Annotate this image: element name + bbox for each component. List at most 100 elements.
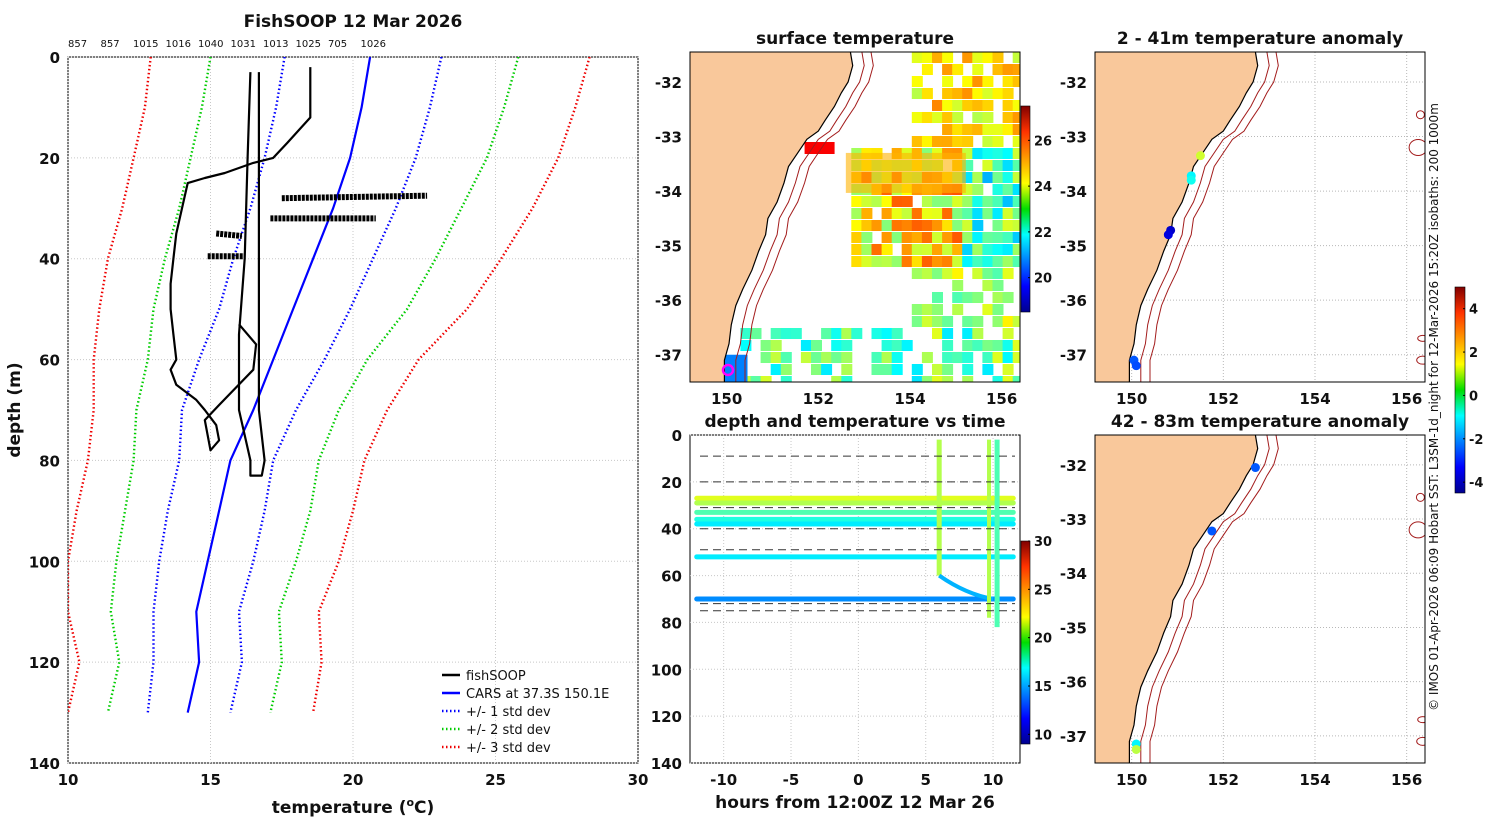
- colorbar-tick-label: 24: [1034, 180, 1052, 195]
- sst-cell: [972, 124, 984, 135]
- depth-bin-count: 1026: [361, 39, 386, 50]
- seamount-isobath: [1417, 716, 1425, 724]
- sst-cell: [1002, 88, 1014, 99]
- sst-cell: [881, 328, 893, 339]
- sst-cell: [901, 220, 913, 231]
- sst-cell: [982, 280, 994, 291]
- x-tick-label: 154: [1299, 771, 1330, 789]
- sst-cell: [841, 328, 853, 339]
- sst-cell: [1012, 112, 1020, 123]
- sst-cell: [1002, 328, 1014, 339]
- sst-cell: [992, 52, 1004, 63]
- sst-cell: [992, 88, 1004, 99]
- sst-cell: [881, 196, 893, 207]
- y-tick-label: 40: [39, 251, 60, 269]
- sst-cell: [962, 172, 974, 183]
- sst-cell: [972, 184, 984, 195]
- sst-cell: [770, 352, 782, 363]
- profile-xlabel: temperature (oC): [272, 796, 435, 818]
- sst-cell: [942, 136, 954, 147]
- sst-cell: [1012, 124, 1020, 135]
- x-tick-label: 5: [920, 771, 930, 789]
- sst-cell: [982, 364, 994, 375]
- sst-cell: [881, 232, 893, 243]
- time-colorbar-ticks: 10 15 20 25 30: [1028, 535, 1052, 743]
- sst-cell: [1012, 64, 1020, 75]
- profile-grid: [67, 56, 639, 764]
- sst-cell: [972, 256, 984, 267]
- sst-cell: [1002, 340, 1014, 351]
- sst-cell: [760, 340, 772, 351]
- time-xlabel: hours from 12:00Z 12 Mar 26: [715, 793, 995, 813]
- sst-cell: [1012, 148, 1020, 159]
- sst-cell: [1002, 160, 1014, 171]
- y-tick-label: 0: [672, 427, 682, 445]
- sst-cell: [962, 364, 974, 375]
- sst-cell: [911, 376, 923, 382]
- sst-field: [717, 52, 1020, 382]
- profile-legend: fishSOOP CARS at 37.3S 150.1E +/- 1 std de…: [442, 669, 609, 756]
- series--3-std-dev: [311, 57, 591, 713]
- sst-cell: [932, 136, 943, 147]
- x-tick-label: 15: [200, 771, 221, 789]
- time-title: depth and temperature vs time: [705, 412, 1006, 432]
- sst-cell: [942, 352, 954, 363]
- sst-cell: [861, 244, 873, 255]
- sst-cell: [982, 100, 994, 111]
- sst-title: surface temperature: [756, 29, 954, 49]
- sst-cell: [1002, 124, 1014, 135]
- sst-cell: [932, 328, 943, 339]
- y-tick-label: -33: [1060, 129, 1087, 147]
- colorbar-tick-label: 22: [1034, 226, 1052, 241]
- sst-cell: [921, 268, 933, 279]
- y-tick-label: 0: [50, 49, 60, 67]
- sst-cell: [851, 256, 863, 267]
- sst-cell: [952, 88, 964, 99]
- sst-cell: [871, 352, 883, 363]
- sst-cell: [881, 256, 893, 267]
- sst-cell: [982, 76, 994, 87]
- sst-cell: [962, 316, 974, 327]
- sst-cell: [1002, 64, 1014, 75]
- sst-cell: [992, 220, 1004, 231]
- sst-cell: [1002, 352, 1014, 363]
- series-cars-at-37-3s-150-1e: [186, 57, 372, 713]
- x-tick-label: -5: [783, 771, 800, 789]
- sst-cell: [962, 328, 974, 339]
- sst-cell: [942, 232, 954, 243]
- depth-bin-count: 857: [68, 39, 87, 50]
- series--2-std-dev: [106, 57, 212, 713]
- sst-cell: [881, 208, 893, 219]
- land-mask: [1095, 52, 1258, 382]
- colorbar-tick-label: 10: [1034, 728, 1052, 743]
- sst-cell: [1002, 184, 1014, 195]
- sst-cell: [992, 172, 1004, 183]
- sst-cell: [921, 64, 933, 75]
- sst-cell: [841, 376, 853, 382]
- sst-cell: [891, 220, 903, 231]
- sst-cell: [952, 280, 964, 291]
- sst-cell: [921, 316, 933, 327]
- side-note: © IMOS 01-Apr-2026 06:09 Hobart SST: L3S…: [1427, 103, 1441, 711]
- sst-cell: [972, 76, 984, 87]
- anomaly-deep-points: [1131, 463, 1260, 754]
- sst-cell: [800, 340, 812, 351]
- land-mask: [690, 52, 853, 382]
- sst-cell: [932, 304, 943, 315]
- sst-cell: [942, 256, 954, 267]
- sst-cell: [851, 196, 863, 207]
- sst-cell: [891, 328, 903, 339]
- sst-cell: [841, 340, 853, 351]
- sst-cell: [932, 220, 943, 231]
- sst-cell: [1002, 112, 1014, 123]
- sst-cell: [962, 256, 974, 267]
- sst-cell: [962, 244, 974, 255]
- depth-bin-count: 1016: [166, 39, 191, 50]
- sst-cell: [932, 100, 943, 111]
- sst-cell: [1012, 220, 1020, 231]
- sst-cell: [982, 196, 994, 207]
- sst-cell: [932, 364, 943, 375]
- sst-cell: [851, 328, 863, 339]
- sst-cell: [921, 220, 933, 231]
